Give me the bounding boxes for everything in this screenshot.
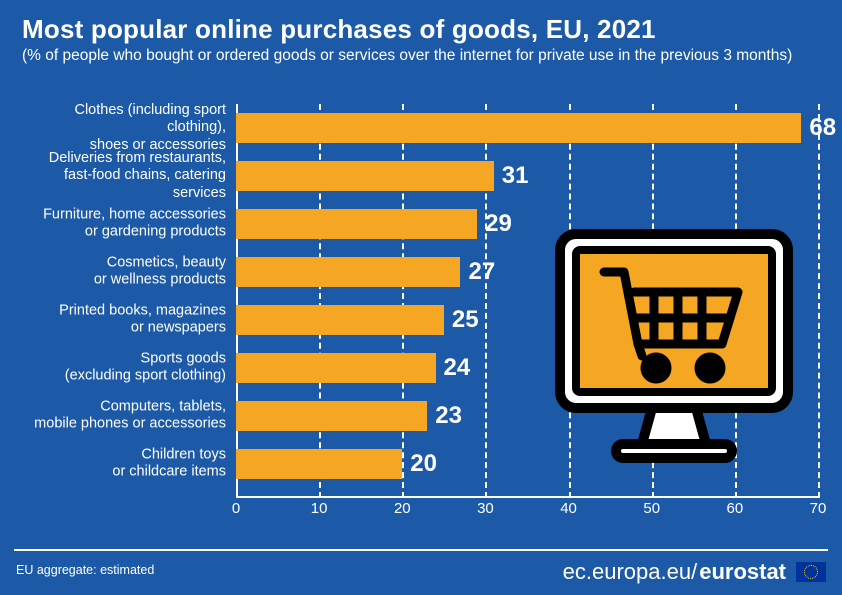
x-tick-label: 20 [394,500,411,517]
bar-value: 20 [402,450,437,478]
gridline [818,104,820,498]
bar [236,353,436,383]
x-tick-label: 40 [560,500,577,517]
footer-divider [14,549,828,551]
bar-value: 24 [436,354,471,382]
bar-label: Cosmetics, beauty or wellness products [16,255,236,290]
bar [236,449,402,479]
footnote: EU aggregate: estimated [16,563,154,577]
bar-value: 23 [427,402,462,430]
x-tick-label: 10 [311,500,328,517]
bar-value: 27 [460,258,495,286]
source-credit: ec.europa.eu/eurostat [563,559,826,585]
bar-label: Clothes (including sport clothing), shoe… [16,102,236,154]
bar [236,209,477,239]
x-tick-label: 70 [810,500,827,517]
chart-subtitle: (% of people who bought or ordered goods… [22,46,792,65]
bar-row: Deliveries from restaurants, fast-food c… [236,158,818,194]
bar-label: Children toys or childcare items [16,447,236,482]
bar-label: Furniture, home accessories or gardening… [16,207,236,242]
bar [236,113,801,143]
source-prefix: ec.europa.eu/ [563,559,698,585]
bar-label: Printed books, magazines or newspapers [16,303,236,338]
x-tick-label: 60 [727,500,744,517]
infographic-canvas: Most popular online purchases of goods, … [0,0,842,595]
bar-label: Computers, tablets, mobile phones or acc… [16,399,236,434]
bar-row: Clothes (including sport clothing), shoe… [236,110,818,146]
bar [236,305,444,335]
x-tick-label: 30 [477,500,494,517]
bar-value: 25 [444,306,479,334]
bar-label: Sports goods (excluding sport clothing) [16,351,236,386]
x-axis-line [236,496,818,498]
computer-cart-icon [542,222,806,476]
x-tick-label: 0 [232,500,240,517]
bar [236,257,460,287]
source-name: eurostat [699,559,786,585]
eu-flag-icon [796,562,826,582]
bar-value: 68 [801,114,836,142]
x-tick-label: 50 [643,500,660,517]
bar-value: 29 [477,210,512,238]
bar-value: 31 [494,162,529,190]
bar [236,401,427,431]
chart-title: Most popular online purchases of goods, … [22,14,656,45]
bar [236,161,494,191]
bar-label: Deliveries from restaurants, fast-food c… [16,150,236,202]
